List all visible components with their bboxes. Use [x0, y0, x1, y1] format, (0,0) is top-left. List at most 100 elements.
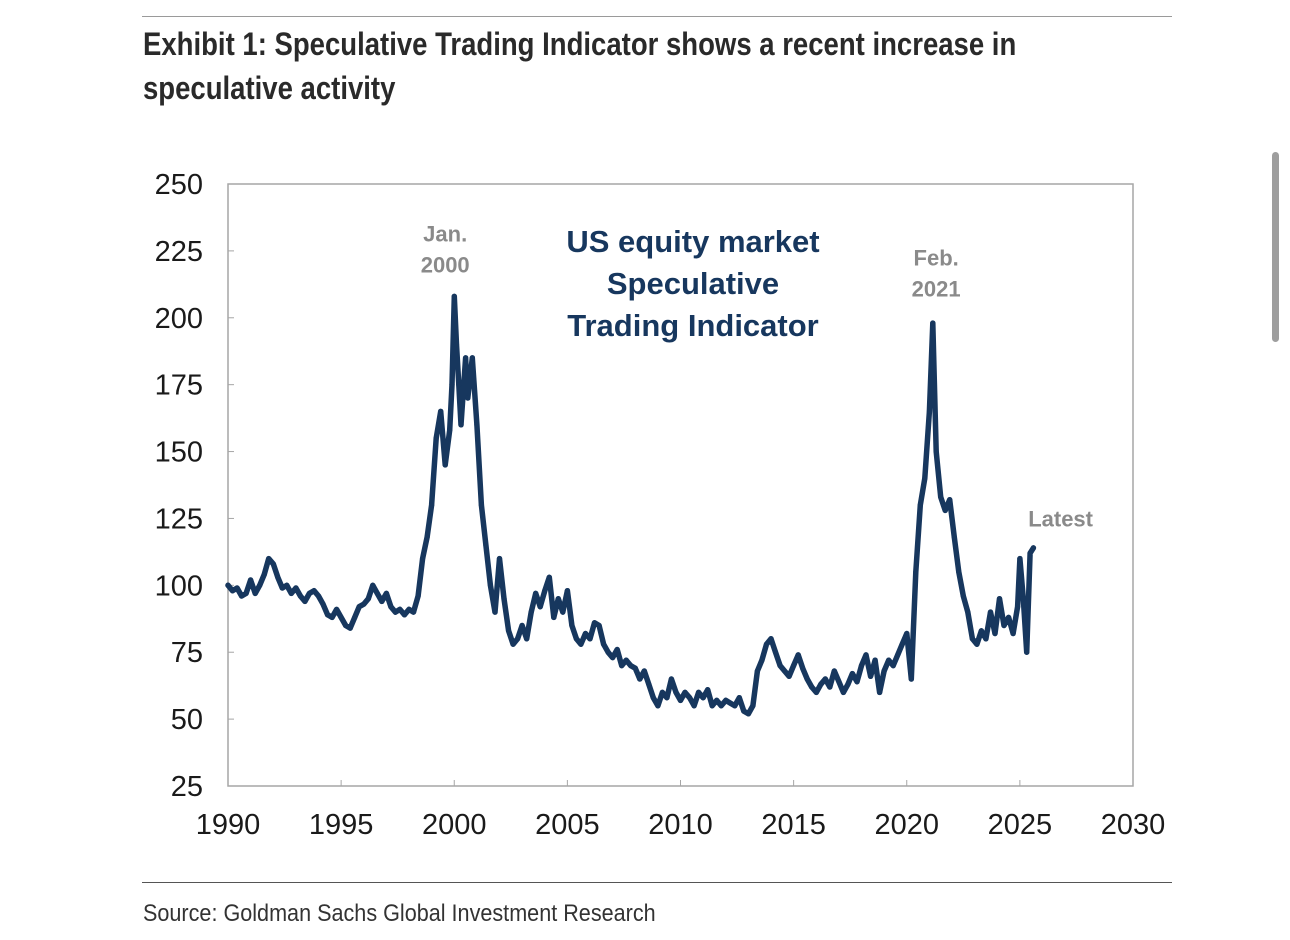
data-point	[546, 574, 552, 580]
data-point	[913, 569, 919, 575]
data-point	[243, 590, 249, 596]
data-point	[555, 596, 561, 602]
data-point	[453, 341, 460, 348]
data-point	[458, 422, 464, 428]
data-point	[338, 614, 344, 621]
annotation-label: Jan.	[423, 221, 467, 246]
data-point	[524, 636, 530, 642]
data-point	[415, 593, 421, 599]
x-tick-label: 2010	[648, 809, 713, 841]
data-point	[451, 293, 457, 299]
data-point	[974, 641, 980, 647]
y-tick-label: 225	[155, 236, 203, 268]
data-point	[777, 663, 783, 669]
data-point	[736, 695, 742, 701]
data-point	[374, 590, 380, 596]
data-point	[537, 604, 543, 610]
data-point	[795, 652, 801, 658]
data-point	[917, 502, 923, 508]
data-point	[763, 641, 770, 647]
data-point	[361, 601, 367, 607]
data-point	[401, 612, 408, 618]
data-point	[551, 614, 557, 621]
data-point	[234, 585, 240, 591]
data-point	[831, 668, 837, 674]
data-point	[754, 668, 761, 674]
data-point	[438, 408, 444, 415]
data-point	[315, 593, 322, 599]
data-point	[809, 684, 815, 690]
data-point	[1005, 614, 1012, 621]
data-point	[804, 676, 810, 682]
data-point	[768, 636, 774, 642]
data-point	[849, 671, 856, 677]
data-point	[297, 593, 303, 599]
data-point	[632, 665, 638, 671]
data-point	[886, 657, 892, 663]
x-tick-label: 2030	[1101, 809, 1166, 841]
data-point	[877, 689, 883, 695]
top-divider	[142, 16, 1172, 17]
data-point	[288, 590, 294, 596]
data-point	[996, 596, 1003, 602]
y-tick-label: 25	[171, 771, 203, 803]
x-tick-label: 2025	[988, 809, 1053, 841]
data-point	[379, 598, 385, 604]
y-tick-label: 200	[155, 303, 203, 335]
y-tick-label: 175	[155, 370, 203, 402]
data-point	[732, 703, 738, 709]
series-label-line: US equity market	[566, 224, 819, 259]
data-point	[745, 711, 751, 717]
data-point	[311, 588, 317, 594]
scrollbar[interactable]	[1272, 152, 1279, 342]
data-point	[306, 590, 313, 596]
data-point	[225, 582, 231, 588]
exhibit-title: Exhibit 1: Speculative Trading Indicator…	[143, 26, 1017, 106]
data-point	[781, 668, 788, 674]
data-point	[646, 681, 652, 687]
y-tick-label: 50	[171, 704, 203, 736]
data-point	[496, 555, 503, 562]
data-point	[822, 676, 828, 682]
data-point	[655, 703, 661, 709]
data-point	[922, 475, 928, 481]
data-point	[501, 596, 507, 602]
data-point	[650, 695, 656, 701]
x-tick-label: 1990	[196, 809, 261, 841]
data-point	[587, 636, 593, 642]
annotation-label: Feb.	[914, 245, 959, 270]
data-point	[383, 590, 389, 596]
data-point	[899, 641, 905, 647]
data-point	[664, 695, 670, 701]
data-point	[983, 636, 989, 642]
data-point	[818, 681, 824, 687]
data-point	[324, 612, 331, 618]
x-tick-label: 2020	[874, 809, 939, 841]
data-point	[388, 604, 394, 610]
data-point	[505, 628, 512, 634]
data-point	[895, 652, 901, 658]
data-point	[840, 689, 847, 695]
data-point	[356, 604, 362, 610]
data-point	[248, 577, 254, 583]
data-point	[992, 630, 998, 637]
series-line-0	[225, 293, 1037, 717]
data-point	[659, 689, 666, 695]
data-point	[261, 572, 267, 578]
data-point	[942, 507, 948, 514]
data-point	[279, 585, 285, 591]
data-point	[582, 630, 589, 637]
series-label-line: Trading Indicator	[567, 308, 818, 343]
data-point	[591, 620, 598, 626]
data-point	[610, 654, 616, 661]
data-point	[637, 676, 643, 682]
y-tick-label: 75	[171, 637, 203, 669]
annotation-label: 2021	[912, 276, 961, 301]
data-point	[519, 622, 525, 629]
data-point	[483, 542, 489, 548]
data-point	[266, 555, 272, 562]
data-point	[392, 609, 399, 615]
data-point	[293, 585, 299, 591]
data-point	[759, 657, 765, 663]
data-point	[462, 355, 469, 361]
